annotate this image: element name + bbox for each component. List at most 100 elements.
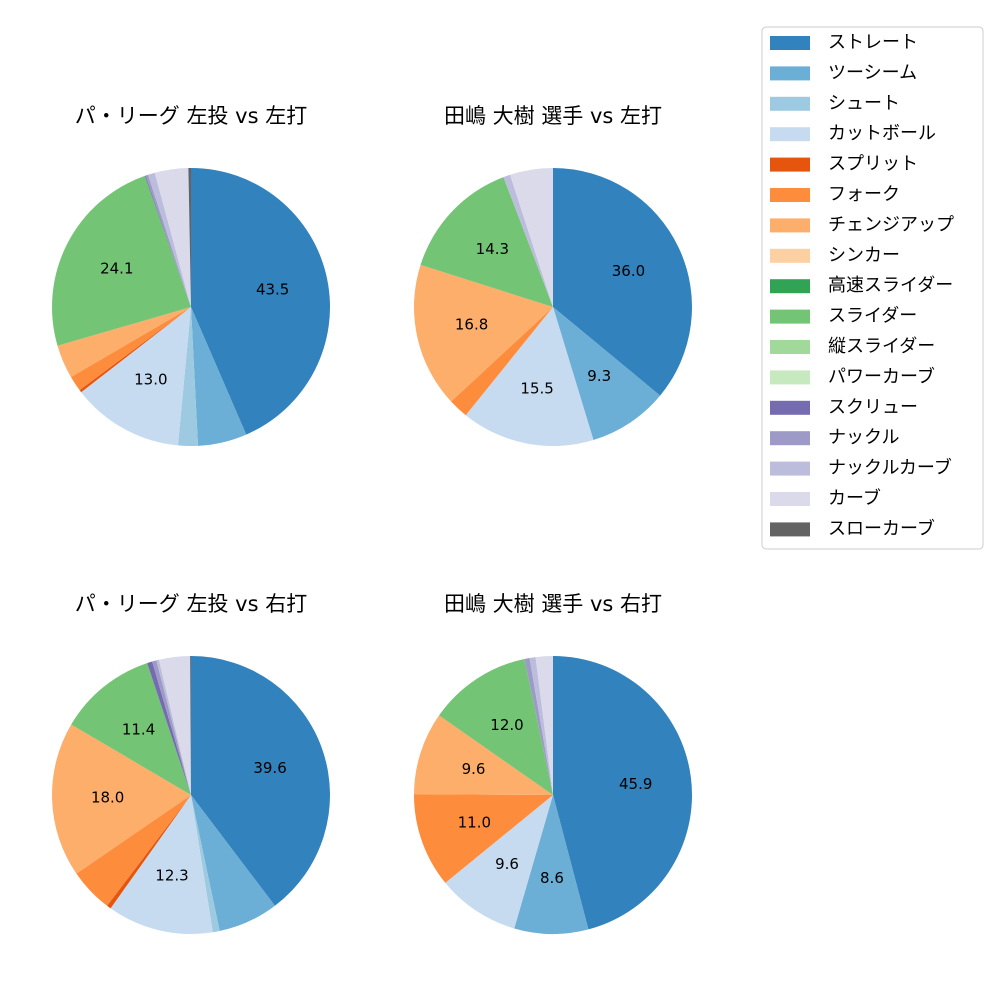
pie-slice (514, 795, 589, 935)
pie-slice (71, 663, 191, 795)
pie-slice (553, 168, 693, 396)
slice-label: 39.6 (253, 759, 286, 777)
pie-slice (147, 661, 191, 795)
legend-swatch (770, 66, 810, 81)
legend-label: チェンジアップ (828, 214, 954, 235)
pie-slice (414, 715, 553, 795)
legend-swatch (770, 279, 810, 294)
pie-slice (158, 656, 191, 795)
pie-slice (510, 168, 553, 307)
chart-title: パ・リーグ 左投 vs 左打 (75, 104, 307, 128)
slice-label: 12.0 (490, 716, 523, 734)
slice-label: 18.0 (91, 788, 124, 806)
pie-slice (535, 656, 553, 795)
pie-slice (553, 656, 692, 930)
slice-label: 11.0 (458, 813, 491, 831)
legend-label: ツーシーム (828, 62, 917, 83)
pie-slice (188, 168, 191, 307)
legend-swatch (770, 36, 810, 50)
legend-swatch (770, 127, 810, 142)
pie-slice (191, 307, 247, 446)
legend-swatch (770, 461, 810, 476)
pie-slice (529, 657, 553, 795)
legend-swatch (770, 492, 810, 506)
pie-slice (52, 724, 192, 874)
legend-label: シュート (828, 93, 900, 114)
pie-slice (145, 174, 191, 307)
chart-title: パ・リーグ 左投 vs 右打 (75, 592, 307, 616)
legend-swatch (770, 248, 810, 263)
legend-label: 縦スライダー (828, 336, 935, 357)
chart-title: 田嶋 大樹 選手 vs 右打 (444, 592, 662, 616)
pie-slice (52, 175, 191, 346)
pie-slice (191, 795, 220, 933)
legend-swatch (770, 522, 810, 537)
pie-slice (420, 177, 553, 307)
slice-label: 14.3 (476, 240, 509, 258)
slice-label: 15.5 (520, 379, 553, 397)
legend-swatch (770, 157, 810, 172)
slice-label: 8.6 (540, 869, 564, 887)
legend-swatch (770, 340, 810, 354)
legend-label: フォーク (828, 184, 900, 205)
legend-label: 高速スライダー (828, 275, 953, 296)
pie-slice (445, 795, 553, 929)
legend-label: ストレート (828, 32, 918, 53)
pie-slice (191, 656, 331, 906)
legend-label: カーブ (828, 487, 881, 509)
pie-slice (156, 659, 191, 795)
pie-slice (503, 174, 553, 307)
legend-label: シンカー (828, 245, 900, 266)
pie-slice (439, 658, 553, 795)
legend-swatch (770, 188, 810, 202)
pie-slice (57, 307, 191, 378)
pie-slice (148, 172, 191, 307)
slice-label: 13.0 (134, 371, 167, 389)
chart-title: 田嶋 大樹 選手 vs 左打 (444, 104, 662, 128)
pie-slice (70, 307, 191, 391)
legend-swatch (770, 309, 810, 324)
pie-slice (177, 307, 198, 446)
pie-slice (152, 660, 191, 795)
pie-slice (154, 168, 191, 307)
legend-label: ナックルカーブ (828, 457, 952, 479)
legend-swatch (770, 370, 810, 385)
slice-label: 9.6 (495, 855, 519, 873)
legend-swatch (770, 400, 810, 415)
slice-label: 9.3 (587, 367, 611, 385)
pie-slice (107, 795, 191, 909)
slice-label: 16.8 (455, 316, 488, 334)
pie-slice (81, 307, 191, 446)
slice-label: 45.9 (619, 775, 652, 793)
pie-slice (451, 307, 553, 416)
legend-label: スプリット (828, 154, 918, 175)
legend-label: パワーカーブ (828, 365, 935, 387)
slice-label: 9.6 (462, 760, 486, 778)
pie-slice (524, 657, 553, 795)
legend-label: カットボール (828, 123, 936, 144)
pie-slice (76, 795, 191, 906)
slice-label: 24.1 (100, 259, 133, 277)
legend-label: スローカーブ (828, 517, 935, 539)
legend-label: スライダー (828, 306, 917, 327)
pie-slice (191, 168, 331, 435)
pie-slice (465, 307, 594, 447)
legend-swatch (770, 96, 810, 111)
pie-slice (191, 795, 275, 932)
pie-slice (144, 175, 191, 307)
legend-swatch (770, 431, 810, 446)
pie-slice (110, 795, 213, 934)
pie-slice (553, 307, 661, 440)
legend-label: スクリュー (828, 397, 918, 418)
pie-slice (190, 656, 191, 795)
slice-label: 36.0 (612, 262, 645, 280)
slice-label: 43.5 (256, 281, 289, 299)
pie-slice (79, 307, 191, 393)
legend-box (761, 26, 984, 550)
legend-swatch (770, 218, 810, 233)
slice-label: 12.3 (155, 867, 188, 885)
pie-slice (414, 794, 553, 883)
pie-slice (413, 264, 553, 402)
slice-label: 11.4 (122, 721, 155, 739)
